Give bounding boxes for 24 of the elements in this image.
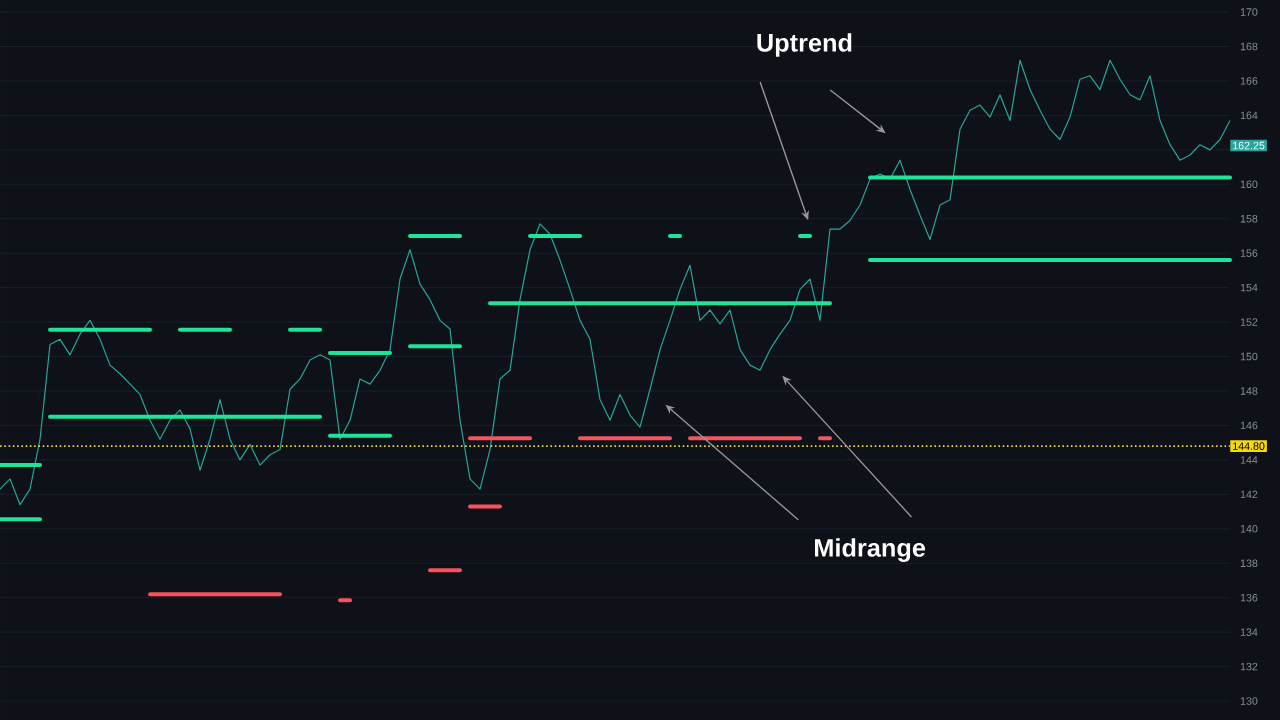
y-tick-label: 132 (1240, 662, 1258, 671)
y-tick-label: 152 (1240, 318, 1258, 326)
y-tick-label: 140 (1240, 525, 1258, 533)
annotation: Uptrend (757, 33, 852, 57)
y-tick-label: 142 (1240, 490, 1258, 499)
annotation: Midrange (815, 538, 926, 562)
y-tick-label: 130 (1240, 697, 1258, 705)
y-tick-label: 164 (1240, 111, 1258, 120)
y-tick-label: 146 (1240, 421, 1258, 430)
y-tick-label: 166 (1240, 77, 1258, 85)
y-tick-label: 158 (1240, 214, 1258, 223)
y-tick-label: 150 (1240, 352, 1258, 361)
annotation: 162.25 (1233, 141, 1265, 150)
y-tick-label: 136 (1240, 593, 1258, 602)
y-tick-label: 168 (1240, 42, 1258, 51)
ref-line-label: 144.80 (1233, 442, 1265, 450)
y-tick-label: 154 (1240, 283, 1258, 292)
y-tick-label: 156 (1240, 249, 1258, 257)
y-tick-label: 160 (1240, 180, 1258, 189)
y-tick-label: 134 (1240, 628, 1258, 636)
y-tick-label: 144 (1240, 456, 1258, 464)
y-tick-label: 170 (1240, 8, 1258, 16)
y-tick-label: 138 (1240, 559, 1258, 568)
y-tick-label: 148 (1240, 387, 1258, 395)
